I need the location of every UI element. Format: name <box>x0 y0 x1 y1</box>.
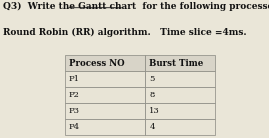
Text: Round Robin (RR) algorithm.   Time slice =4ms.: Round Robin (RR) algorithm. Time slice =… <box>3 28 246 37</box>
Text: 8: 8 <box>149 91 155 99</box>
Bar <box>145 103 215 119</box>
Text: Process NO: Process NO <box>69 59 124 68</box>
Bar <box>145 55 215 71</box>
Text: P1: P1 <box>69 75 80 83</box>
Text: Burst Time: Burst Time <box>149 59 204 68</box>
Bar <box>65 71 145 87</box>
Bar <box>65 87 145 103</box>
Bar <box>65 103 145 119</box>
Bar <box>65 119 145 135</box>
Text: P3: P3 <box>69 107 80 115</box>
Text: 5: 5 <box>149 75 155 83</box>
Bar <box>145 119 215 135</box>
Bar <box>65 55 145 71</box>
Bar <box>145 87 215 103</box>
Text: P2: P2 <box>69 91 79 99</box>
Text: 13: 13 <box>149 107 160 115</box>
Bar <box>145 71 215 87</box>
Text: Q3)  Write the Gantt chart  for the following processes using: Q3) Write the Gantt chart for the follow… <box>3 2 269 11</box>
Text: 4: 4 <box>149 123 155 131</box>
Text: P4: P4 <box>69 123 80 131</box>
